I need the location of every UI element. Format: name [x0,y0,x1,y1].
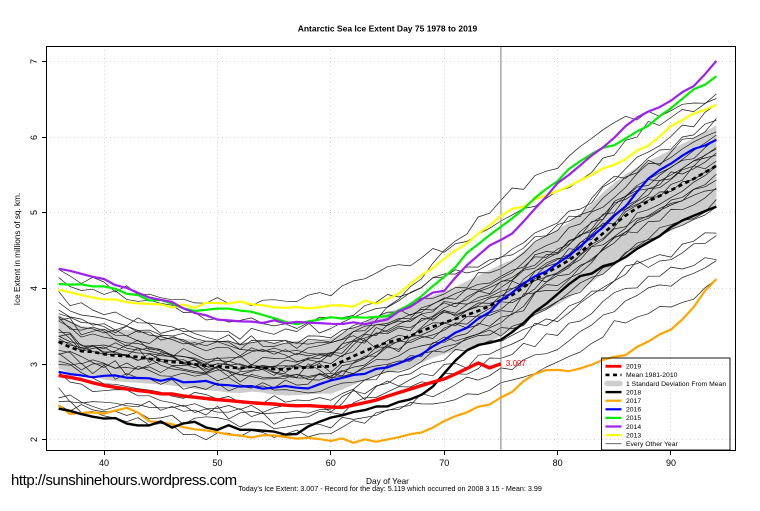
svg-text:Every Other Year: Every Other Year [626,441,678,448]
svg-text:Today's Ice Extent: 3.007 - R: Today's Ice Extent: 3.007 - Record for t… [238,484,542,493]
svg-text:2018: 2018 [626,389,641,396]
svg-text:50: 50 [212,458,222,468]
svg-text:Antarctic Sea Ice Extent Day 7: Antarctic Sea Ice Extent Day 75 1978 to … [298,24,478,34]
svg-text:2: 2 [29,437,39,442]
svg-text:6: 6 [29,135,39,140]
svg-text:3: 3 [29,362,39,367]
svg-text:4: 4 [29,286,39,291]
svg-text:2014: 2014 [626,424,641,431]
svg-text:2015: 2015 [626,415,641,422]
svg-text:Day of Year: Day of Year [366,476,409,486]
svg-text:2017: 2017 [626,398,641,405]
svg-text:70: 70 [439,458,449,468]
svg-text:1 Standard Deviation From Mean: 1 Standard Deviation From Mean [626,381,726,388]
svg-text:40: 40 [99,458,109,468]
svg-text:3.007: 3.007 [506,359,527,368]
svg-text:2019: 2019 [626,364,641,371]
svg-text:Ice Extent in millions of sq.: Ice Extent in millions of sq. km. [13,193,22,305]
svg-text:60: 60 [326,458,336,468]
svg-text:http://sunshinehours.wordpress: http://sunshinehours.wordpress.com [11,472,237,489]
svg-text:5: 5 [29,210,39,215]
svg-text:2013: 2013 [626,432,641,439]
svg-text:80: 80 [553,458,563,468]
svg-text:Mean 1981-2010: Mean 1981-2010 [626,372,678,379]
svg-text:7: 7 [29,59,39,64]
svg-text:90: 90 [666,458,676,468]
svg-text:2016: 2016 [626,407,641,414]
